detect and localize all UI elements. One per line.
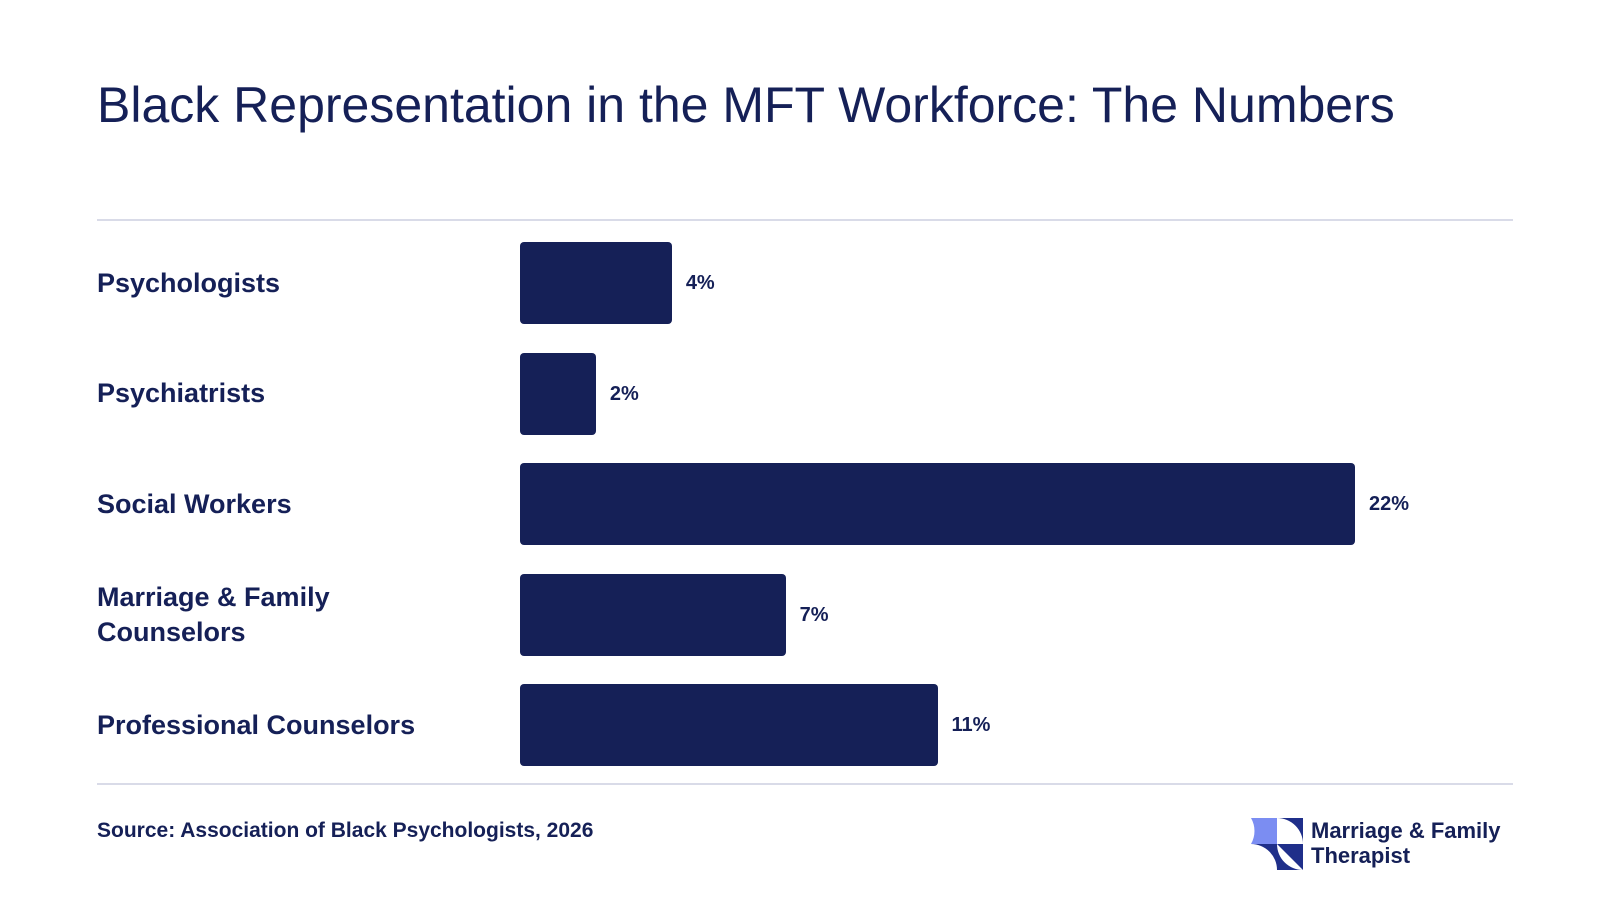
top-divider	[97, 219, 1513, 221]
logo-petal-bottom-left	[1251, 844, 1277, 870]
logo-petal-top-right	[1277, 818, 1303, 844]
logo-petal-top-left	[1251, 818, 1277, 844]
category-label: Psychologists	[97, 267, 281, 298]
bar	[520, 352, 596, 435]
bottom-divider	[97, 783, 1513, 785]
value-label: 11%	[951, 714, 991, 736]
value-label: 4%	[685, 272, 715, 294]
category-label: Psychiatrists	[97, 378, 266, 408]
value-label: 22%	[1369, 493, 1410, 515]
brand-name: Marriage & Family Therapist	[1311, 818, 1501, 868]
pinwheel-logo-icon	[1251, 818, 1303, 870]
chart-title: Black Representation in the MFT Workforc…	[97, 77, 1395, 133]
source-note: Source: Association of Black Psychologis…	[97, 819, 594, 842]
category-label: Professional Counselors	[97, 709, 416, 740]
category-label: Marriage & Family Counselors	[97, 581, 330, 647]
logo-petal-bottom-right	[1277, 844, 1303, 870]
value-label: 7%	[799, 603, 829, 626]
value-label: 2%	[609, 382, 639, 405]
bar	[520, 684, 938, 766]
brand-block: Marriage & Family Therapist	[1251, 818, 1531, 870]
bar	[520, 463, 1355, 545]
bar	[520, 573, 786, 656]
bar	[520, 242, 672, 324]
category-label: Social Workers	[97, 488, 292, 519]
